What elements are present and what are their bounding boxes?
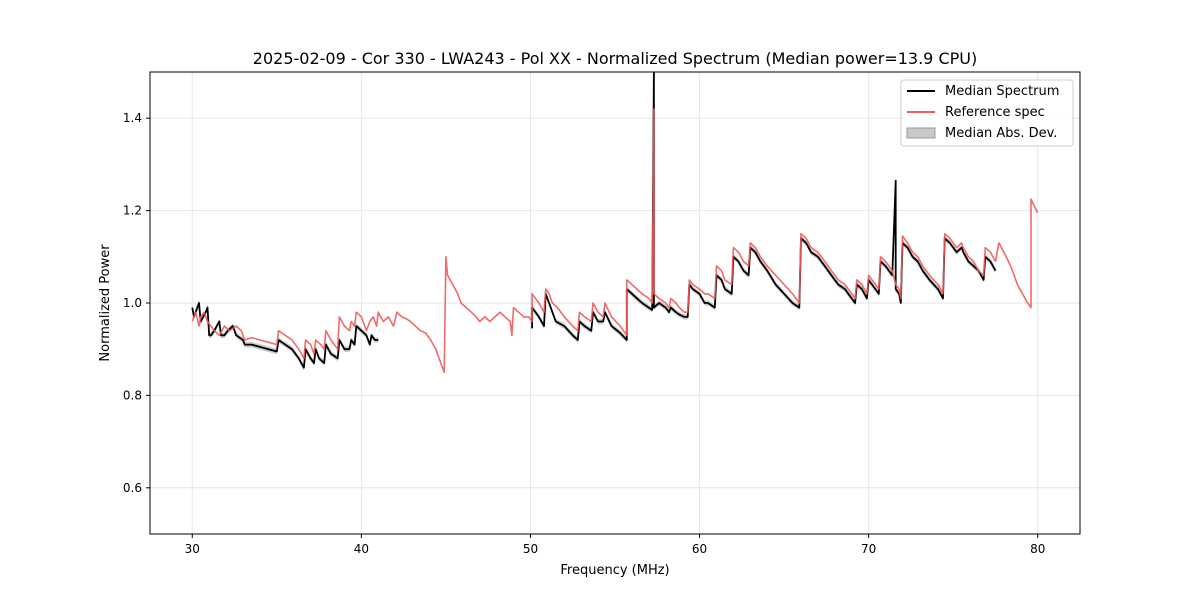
axes: 30 40 50 60 70 80 0.6 0.8 1.0 1.2 1.4 [123,111,1045,556]
y-axis-label: Normalized Power [98,244,113,362]
median-spectrum-line [191,302,379,369]
legend-label: Median Abs. Dev. [945,126,1057,141]
chart-title: 2025-02-09 - Cor 330 - LWA243 - Pol XX -… [253,49,977,68]
plot-area [191,72,1039,374]
reference-spectrum-line [191,108,1039,374]
y-tick-label: 1.2 [123,204,142,218]
y-tick-label: 1.4 [123,111,142,125]
legend-label: Reference spec [945,105,1045,120]
x-tick-label: 80 [1030,542,1045,556]
y-tick-label: 1.0 [123,296,142,310]
x-tick-label: 30 [185,542,200,556]
x-tick-label: 50 [523,542,538,556]
x-axis-label: Frequency (MHz) [560,563,669,578]
legend-swatch-patch [906,127,936,139]
grid-layer [150,72,1080,534]
legend-box [900,79,1074,147]
legend-label: Median Spectrum [945,84,1059,99]
x-tick-label: 40 [354,542,369,556]
x-tick-label: 60 [692,542,707,556]
y-tick-label: 0.8 [123,388,142,402]
mad-band [192,300,379,371]
legend: Median Spectrum Reference spec Median Abs.… [900,79,1074,147]
x-tick-label: 70 [861,542,876,556]
y-tick-label: 0.6 [123,481,142,495]
